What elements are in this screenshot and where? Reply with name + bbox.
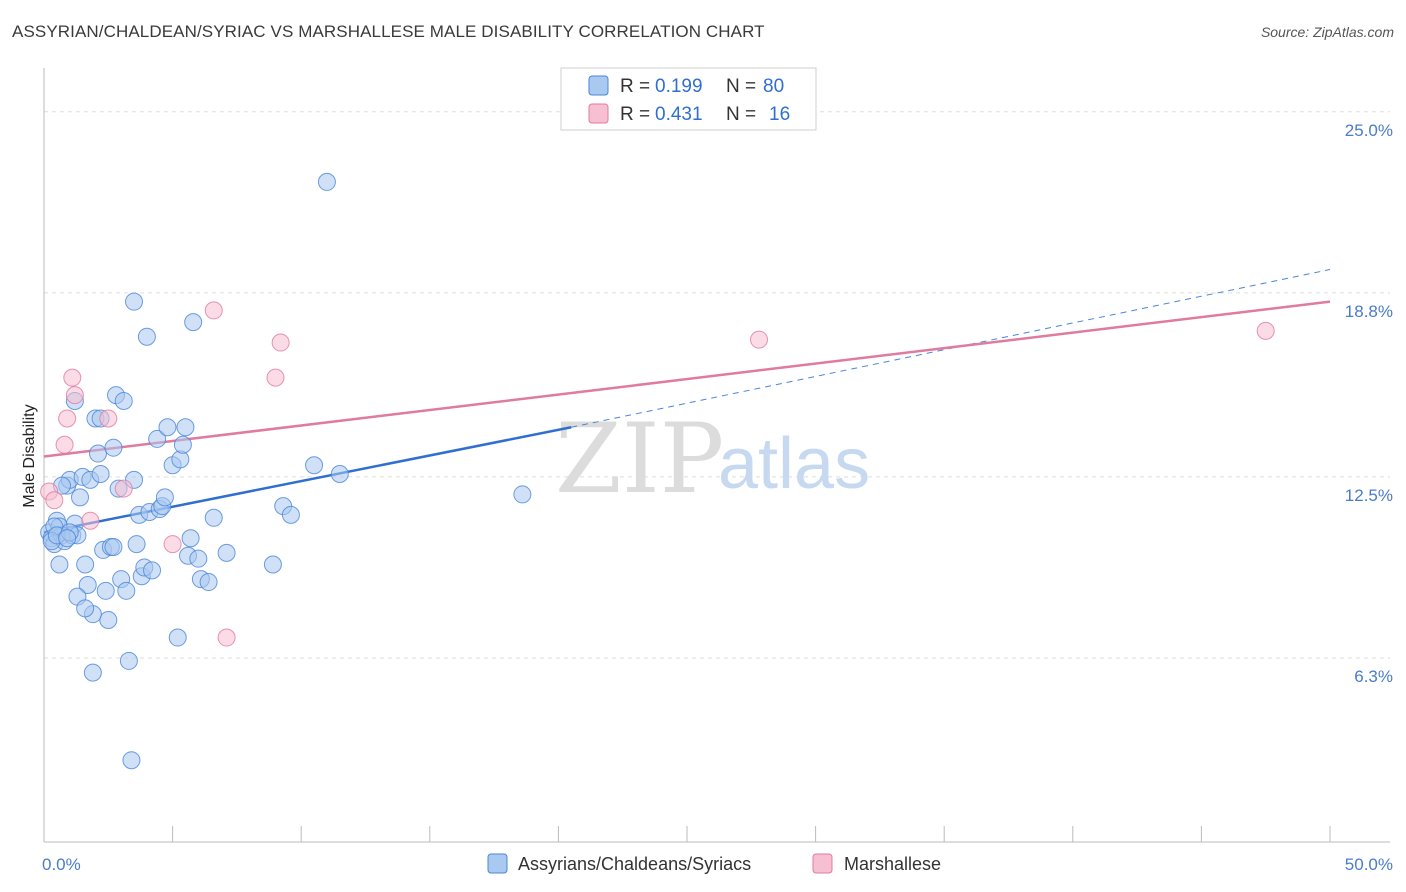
assyrian-point [89, 444, 108, 463]
marshallese-point [55, 435, 74, 454]
marshallese-point [163, 535, 182, 554]
assyrian-point [78, 575, 97, 594]
assyrian-point [513, 485, 532, 504]
assyrian-point [117, 581, 136, 600]
axes [43, 68, 1390, 843]
assyrian-point [189, 549, 208, 568]
marshallese-point [217, 628, 236, 647]
legend-swatch-assyrian [588, 75, 609, 96]
series-legend-swatch-assyrian [487, 853, 508, 874]
marshallese-point [114, 479, 133, 498]
assyrian-point [104, 538, 123, 557]
assyrian-point [125, 292, 144, 311]
data-points [40, 172, 1275, 770]
marshallese-trend-line [43, 300, 1331, 458]
legend-r-label-2: R = [620, 104, 650, 125]
assyrian-point [127, 535, 146, 554]
stats-legend: R = 0.199 N = 80 R = 0.431 N = 16 [560, 67, 817, 131]
y-tick-label: 25.0% [1345, 121, 1393, 140]
legend-n-label-1: N = [726, 76, 756, 97]
assyrian-point [83, 663, 102, 682]
legend-n-value-2: 16 [769, 104, 790, 125]
assyrian-point [71, 488, 90, 507]
assyrian-point [114, 391, 133, 410]
y-tick-label: 12.5% [1345, 486, 1393, 505]
legend-r-label-1: R = [620, 76, 650, 97]
assyrian-point [281, 505, 300, 524]
assyrian-point [176, 418, 195, 437]
source-label: Source: ZipAtlas.com [1260, 24, 1394, 40]
legend-n-label-2: N = [726, 104, 756, 125]
assyrian-point [58, 529, 77, 548]
assyrian-point [76, 555, 95, 574]
gridlines [44, 111, 1390, 659]
assyrian-point [217, 543, 236, 562]
y-tick-label: 6.3% [1354, 667, 1393, 686]
series-legend-label-assyrian: Assyrians/Chaldeans/Syriacs [518, 854, 751, 874]
marshallese-point [204, 301, 223, 320]
legend-r-value-2: 0.431 [655, 104, 703, 125]
watermark: ZIP atlas [555, 403, 870, 515]
assyrian-point [50, 555, 69, 574]
y-tick-label: 18.8% [1345, 302, 1393, 321]
assyrian-point [317, 172, 336, 191]
assyrian-point [330, 464, 349, 483]
assyrian-point [137, 327, 156, 346]
assyrian-point [91, 464, 110, 483]
legend-swatch-marshallese [588, 103, 609, 124]
series-legend-swatch-marshallese [812, 853, 833, 874]
marshallese-point [266, 368, 285, 387]
assyrian-point [96, 581, 115, 600]
assyrian-point [305, 456, 324, 475]
assyrian-point [99, 611, 118, 630]
assyrian-point [119, 651, 138, 670]
assyrian-point [263, 555, 282, 574]
assyrian-point [168, 628, 187, 647]
assyrian-point [155, 488, 174, 507]
marshallese-point [1256, 321, 1275, 340]
x-ticks [43, 826, 1331, 842]
marshallese-point [45, 491, 64, 510]
assyrian-point [76, 599, 95, 618]
x-tick-labels: 0.0% 50.0% [42, 855, 1393, 874]
x-tick-label: 0.0% [42, 855, 81, 874]
assyrian-point [173, 435, 192, 454]
marshallese-point [58, 409, 77, 428]
marshallese-point [271, 333, 290, 352]
assyrian-point [104, 438, 123, 457]
y-axis-title: Male Disability [21, 404, 38, 507]
assyrian-point [143, 561, 162, 580]
watermark-atlas: atlas [718, 424, 870, 504]
x-tick-label: 50.0% [1345, 855, 1393, 874]
marshallese-point [750, 330, 769, 349]
assyrian-point [181, 529, 200, 548]
marshallese-point [81, 511, 100, 530]
legend-r-value-1: 0.199 [655, 76, 703, 97]
marshallese-point [63, 368, 82, 387]
marshallese-point [99, 409, 118, 428]
assyrian-point [204, 508, 223, 527]
assyrian-point [171, 450, 190, 469]
assyrian-point [148, 429, 167, 448]
assyrian-point [199, 573, 218, 592]
assyrian-point [158, 418, 177, 437]
marshallese-point [65, 386, 84, 405]
assyrian-point [184, 313, 203, 332]
series-legend: Assyrians/Chaldeans/Syriacs Marshallese [487, 853, 941, 874]
chart-title: ASSYRIAN/CHALDEAN/SYRIAC VS MARSHALLESE … [12, 22, 765, 41]
legend-n-value-1: 80 [763, 76, 784, 97]
y-tick-labels: 6.3% 12.5% 18.8% 25.0% [1345, 121, 1393, 686]
series-legend-label-marshallese: Marshallese [844, 854, 941, 874]
watermark-zip: ZIP [555, 403, 724, 515]
assyrian-point [122, 751, 141, 770]
